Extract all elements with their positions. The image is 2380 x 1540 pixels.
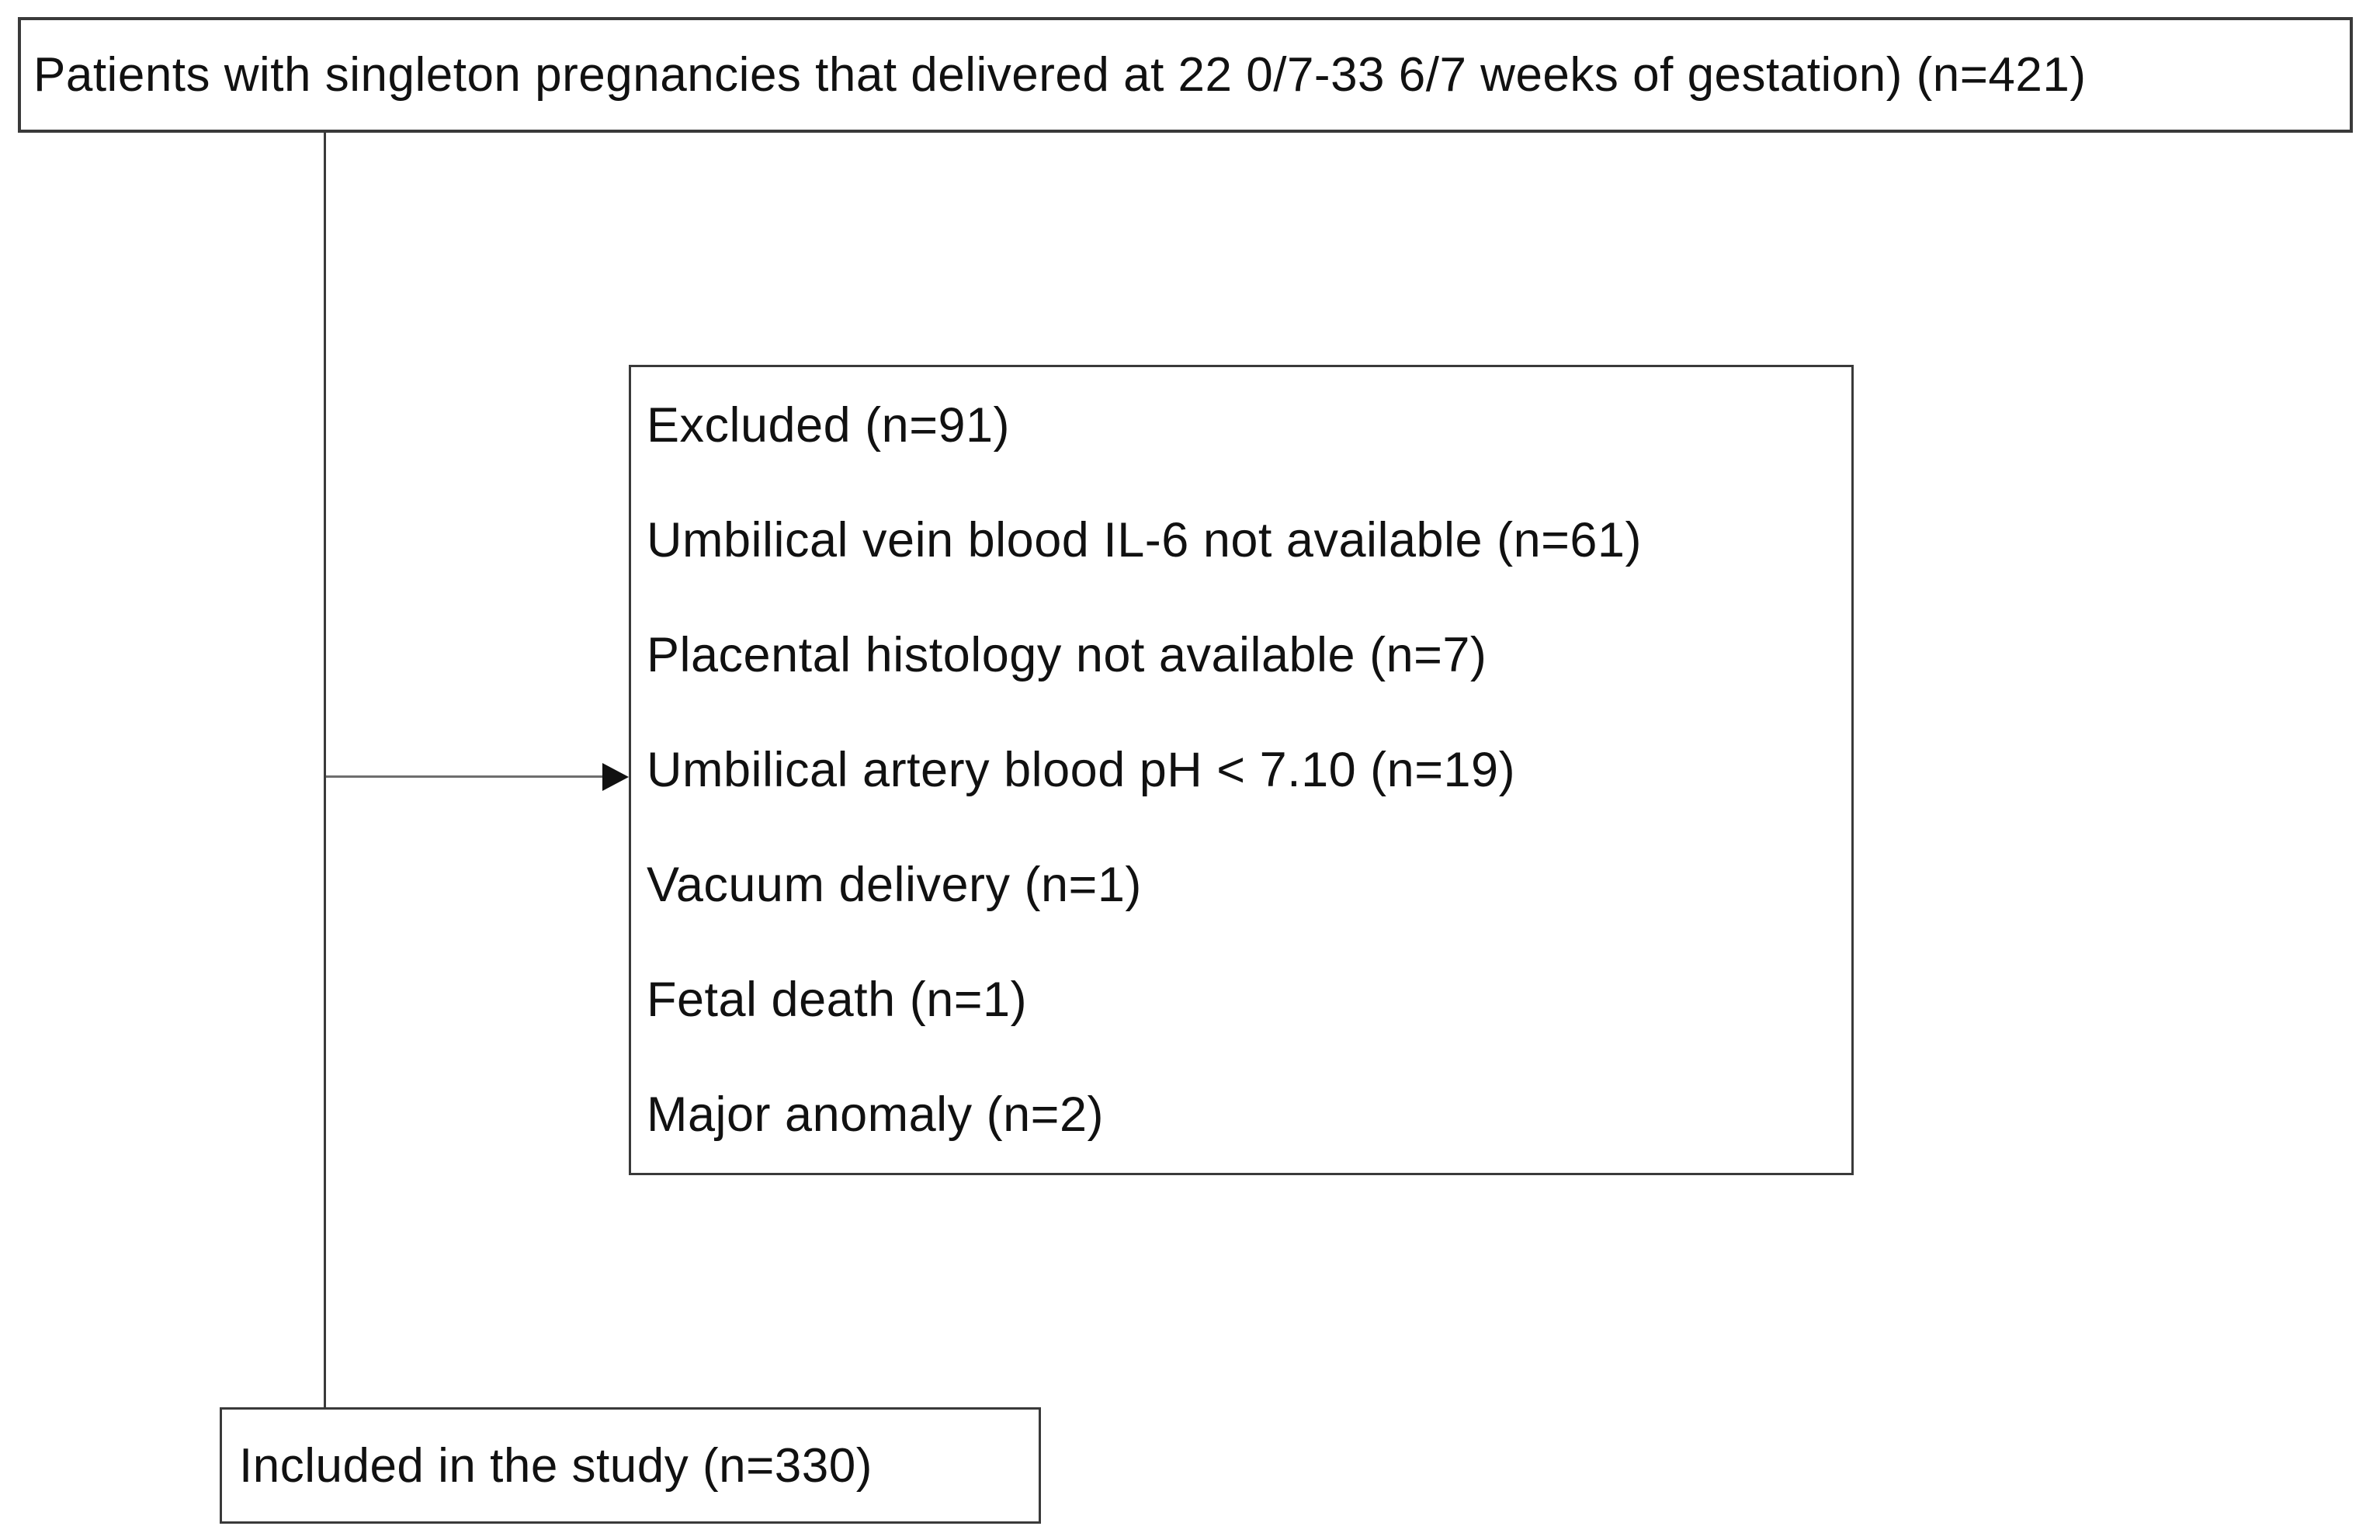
connector-arrow-line [326,775,605,778]
box-eligible-patients: Patients with singleton pregnancies that… [18,17,2353,133]
excluded-reason-il6: Umbilical vein blood IL-6 not available … [647,513,1642,567]
eligible-patients-text: Patients with singleton pregnancies that… [33,48,2087,102]
arrow-right-icon [602,763,629,791]
box-included: Included in the study (n=330) [220,1407,1041,1524]
connector-vertical-line [324,133,326,1408]
excluded-reason-histology: Placental histology not available (n=7) [647,628,1487,682]
excluded-reason-anomaly: Major anomaly (n=2) [647,1087,1104,1142]
excluded-reason-fetal-death: Fetal death (n=1) [647,973,1028,1027]
box-excluded: Excluded (n=91) Umbilical vein blood IL-… [629,365,1854,1175]
excluded-title: Excluded (n=91) [647,398,1011,453]
included-text: Included in the study (n=330) [239,1438,873,1493]
excluded-reason-vacuum: Vacuum delivery (n=1) [647,858,1142,912]
excluded-reason-ph: Umbilical artery blood pH < 7.10 (n=19) [647,743,1516,797]
